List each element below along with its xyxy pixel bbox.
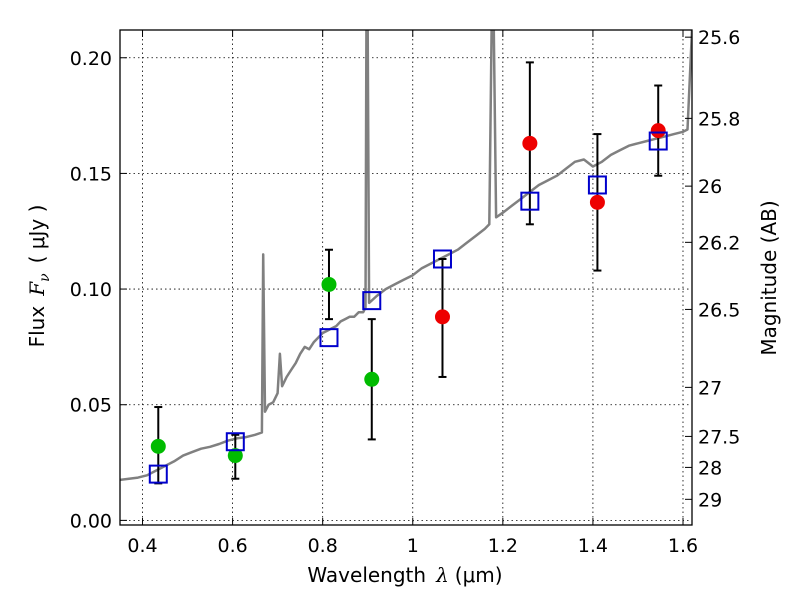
model-photometry-squares [148,131,668,484]
x-tick-label: 1.4 [578,535,608,557]
data-point [522,135,538,151]
y-tick-label: 0.05 [70,395,112,417]
model-square [362,291,382,311]
data-point [227,448,243,464]
model-spectrum [120,30,692,482]
magnitude-tick-label: 29 [698,489,722,511]
axis-ticks: 0.4 0.6 0.8 1 1.2 1.4 1.6 0.00 0.05 0.10 0.15 0.20 2… [70,27,741,557]
data-point [650,123,666,139]
magnitude-tick-label: 26 [698,176,722,198]
model-square [148,464,168,484]
x-axis-title: Wavelength λ (μm) [307,563,502,587]
magnitude-tick-label: 27.5 [698,426,740,448]
plot-frame [119,29,693,526]
y-tick-label: 0.20 [70,48,112,70]
data-point [434,309,450,325]
y-axis-title: FluxFν( μJy ) [25,205,53,348]
model-square [587,175,607,195]
spectrum-line [120,30,692,482]
model-square [319,328,339,348]
y-tick-label: 0.00 [70,510,112,532]
data-point [150,438,166,454]
x-tick-label: 1.2 [488,535,518,557]
x-tick-label: 0.4 [127,535,157,557]
magnitude-tick-label: 27 [698,377,722,399]
model-square [648,131,668,151]
y-tick-label: 0.10 [70,279,112,301]
model-square [225,432,245,452]
y-tick-label: 0.15 [70,163,112,185]
magnitude-tick-label: 26.5 [698,299,740,321]
data-points [150,123,666,464]
axes-frame [119,29,693,526]
magnitude-tick-label: 26.2 [698,232,740,254]
model-square [432,249,452,269]
data-point [589,194,605,210]
magnitude-axis-title: Magnitude (AB) [757,200,781,355]
model-square [520,191,540,211]
x-tick-label: 0.8 [308,535,338,557]
magnitude-tick-label: 28 [698,457,722,479]
x-tick-label: 1.6 [668,535,698,557]
data-point [364,371,380,387]
magnitude-tick-label: 25.6 [698,27,740,49]
grid-lines [120,30,692,525]
x-tick-label: 0.6 [217,535,247,557]
x-tick-label: 1 [407,535,419,557]
data-point [321,276,337,292]
error-bars [154,61,663,485]
magnitude-tick-label: 25.8 [698,108,740,130]
